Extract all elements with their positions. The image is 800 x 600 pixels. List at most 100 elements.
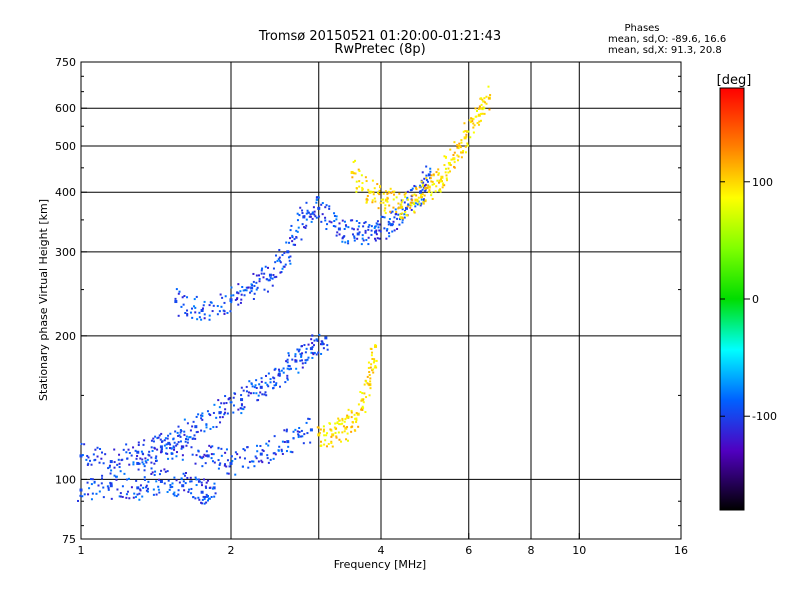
- trace-point: [143, 439, 146, 442]
- trace-point: [226, 472, 229, 475]
- trace-point: [472, 118, 475, 121]
- trace-point: [329, 428, 332, 431]
- trace-point: [330, 440, 333, 443]
- trace-point: [324, 216, 327, 219]
- trace-point: [224, 463, 227, 466]
- trace-point: [128, 451, 131, 454]
- trace-point: [292, 437, 295, 440]
- trace-point: [289, 229, 292, 232]
- trace-point: [197, 449, 200, 452]
- trace-point: [203, 502, 206, 505]
- trace-point: [173, 441, 176, 444]
- data-point: [350, 170, 354, 174]
- trace-point: [373, 187, 376, 190]
- trace-point: [264, 391, 267, 394]
- trace-point: [196, 318, 199, 321]
- trace-point: [456, 154, 459, 157]
- trace-point: [256, 450, 259, 453]
- trace-point: [421, 188, 424, 191]
- trace-point: [269, 458, 272, 461]
- trace-point: [106, 485, 109, 488]
- x-tick-label: 1: [78, 544, 85, 557]
- trace-point: [269, 276, 272, 279]
- trace-point: [311, 212, 314, 215]
- trace-point: [311, 342, 314, 345]
- trace-point: [273, 384, 276, 387]
- trace-point: [296, 219, 299, 222]
- trace-point: [176, 431, 179, 434]
- trace-point: [240, 403, 243, 406]
- trace-point: [303, 226, 306, 229]
- trace-point: [323, 443, 326, 446]
- trace-point: [358, 185, 361, 188]
- trace-point: [278, 248, 281, 251]
- trace-point: [254, 384, 257, 387]
- trace-point: [447, 167, 450, 170]
- trace-point: [442, 182, 445, 185]
- trace-point: [384, 207, 387, 210]
- trace-point: [391, 223, 394, 226]
- trace-point: [422, 202, 425, 205]
- trace-point: [144, 460, 147, 463]
- trace-point: [184, 482, 187, 485]
- trace-point: [145, 489, 148, 492]
- trace-point: [148, 454, 151, 457]
- trace-point: [77, 499, 80, 502]
- trace-point: [212, 304, 215, 307]
- trace-point: [353, 172, 356, 175]
- trace-point: [198, 316, 201, 319]
- trace-point: [368, 383, 371, 386]
- trace-point: [449, 164, 452, 167]
- trace-point: [250, 290, 253, 293]
- trace-point: [252, 297, 255, 300]
- trace-point: [255, 444, 258, 447]
- trace-point: [364, 229, 367, 232]
- trace-point: [201, 414, 204, 417]
- trace-point: [232, 294, 235, 297]
- trace-point: [279, 261, 282, 264]
- trace-point: [177, 434, 180, 437]
- trace-point: [326, 432, 329, 435]
- trace-point: [375, 359, 378, 362]
- trace-point: [81, 495, 84, 498]
- trace-point: [263, 288, 266, 291]
- trace-point: [371, 179, 374, 182]
- trace-point: [223, 310, 226, 313]
- trace-point: [183, 418, 186, 421]
- trace-point: [443, 155, 446, 158]
- trace-point: [226, 459, 229, 462]
- trace-point: [243, 449, 246, 452]
- trace-point: [409, 206, 412, 209]
- trace-point: [215, 416, 218, 419]
- trace-point: [241, 285, 244, 288]
- trace-point: [366, 198, 369, 201]
- trace-point: [312, 206, 315, 209]
- trace-point: [257, 394, 260, 397]
- trace-point: [297, 433, 300, 436]
- trace-point: [280, 369, 283, 372]
- trace-point: [368, 224, 371, 227]
- trace-point: [150, 446, 153, 449]
- trace-point: [420, 194, 423, 197]
- trace-point: [391, 210, 394, 213]
- trace-point: [201, 307, 204, 310]
- trace-point: [471, 120, 474, 123]
- trace-point: [223, 464, 226, 467]
- trace-point: [392, 206, 395, 209]
- trace-point: [267, 279, 270, 282]
- trace-point: [158, 491, 161, 494]
- trace-point: [218, 406, 221, 409]
- trace-point: [93, 480, 96, 483]
- trace-point: [426, 184, 429, 187]
- trace-point: [366, 375, 369, 378]
- trace-point: [309, 215, 312, 218]
- trace-point: [278, 256, 281, 259]
- trace-point: [347, 408, 350, 411]
- trace-point: [296, 230, 299, 233]
- trace-point: [87, 456, 90, 459]
- y-tick-label: 75: [62, 533, 76, 546]
- trace-point: [243, 457, 246, 460]
- trace-point: [102, 462, 105, 465]
- trace-point: [203, 430, 206, 433]
- trace-point: [285, 430, 288, 433]
